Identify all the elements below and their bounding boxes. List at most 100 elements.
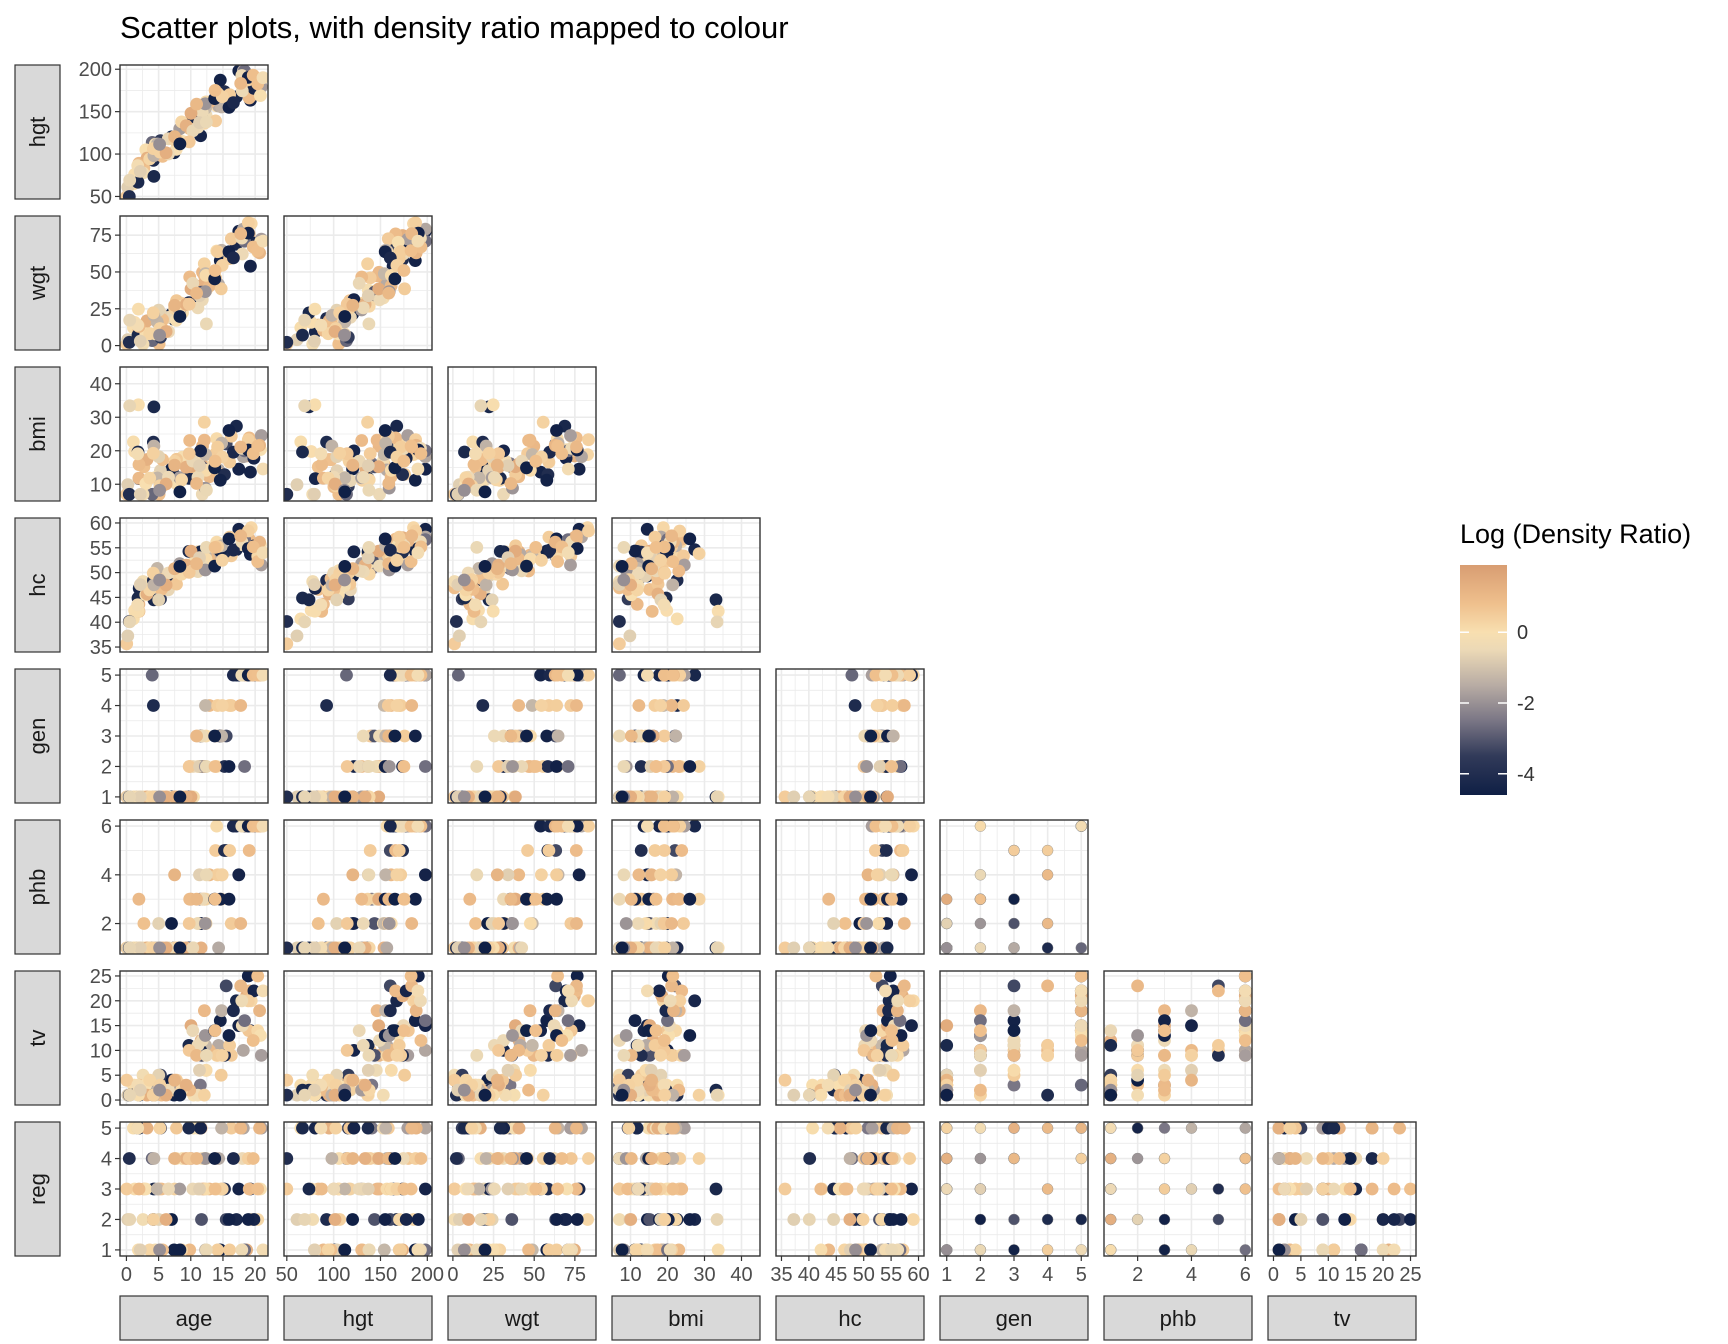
points (120, 820, 268, 954)
points (448, 521, 595, 651)
data-point (1075, 1213, 1088, 1226)
panel-tv-vs-hc (775, 970, 925, 1106)
data-point (462, 1213, 475, 1226)
data-point (222, 532, 236, 546)
data-point (709, 593, 723, 607)
data-point (885, 1024, 898, 1037)
data-point (838, 1073, 851, 1087)
chart-title: Scatter plots, with density ratio mapped… (120, 10, 789, 45)
data-point (634, 1049, 648, 1062)
data-point (974, 1244, 987, 1256)
data-point (632, 699, 646, 712)
data-point (683, 1213, 697, 1226)
data-point (208, 454, 222, 468)
data-point (488, 729, 501, 743)
data-point (1041, 917, 1054, 930)
data-point (666, 1182, 680, 1196)
row-strip-label: bmi (25, 416, 50, 451)
data-point (414, 1034, 428, 1047)
data-point (885, 760, 898, 773)
data-point (472, 1182, 486, 1196)
data-point (506, 1029, 519, 1042)
data-point (710, 790, 724, 803)
data-point (885, 892, 898, 906)
data-point (974, 1122, 987, 1134)
data-point (346, 1073, 360, 1087)
data-point (520, 1024, 533, 1037)
data-point (377, 1243, 391, 1256)
data-point (238, 760, 252, 773)
panel-border (775, 819, 925, 955)
data-point (479, 578, 493, 592)
data-point (551, 820, 564, 833)
data-point (383, 1004, 397, 1018)
data-point (338, 573, 351, 587)
data-point (941, 942, 953, 954)
data-point (254, 429, 268, 442)
data-point (515, 1182, 529, 1196)
points (120, 521, 268, 651)
data-point (802, 1213, 816, 1226)
data-point (838, 917, 852, 930)
data-point (492, 760, 505, 773)
data-point (802, 941, 816, 954)
data-point (145, 669, 159, 682)
panel-hc-vs-wgt (447, 517, 597, 653)
data-point (1074, 1049, 1088, 1062)
data-point (392, 530, 406, 544)
data-point (879, 820, 892, 833)
data-point (328, 941, 342, 954)
data-point (208, 729, 222, 743)
column-strip-age: age (119, 1295, 269, 1341)
column-strip-bmi: bmi (611, 1295, 761, 1341)
data-point (411, 1243, 425, 1256)
data-point (346, 868, 360, 882)
data-point (645, 790, 658, 803)
column-strip-label: wgt (504, 1306, 539, 1331)
data-point (896, 844, 910, 857)
data-point (1007, 1049, 1021, 1062)
points (284, 669, 432, 803)
data-point (346, 1213, 359, 1226)
y-tick-label: 3 (101, 726, 112, 748)
data-point (617, 1049, 631, 1062)
panel-reg-vs-phb: 2 4 6 (1103, 1121, 1253, 1286)
data-point (1041, 1088, 1054, 1102)
column-strip-tv: tv (1267, 1295, 1417, 1341)
x-tick-label: 20 (1372, 1264, 1394, 1286)
data-point (398, 282, 411, 296)
x-tick-label: 50 (523, 1264, 545, 1286)
data-point (338, 310, 352, 323)
data-point (941, 1183, 953, 1195)
data-point (208, 892, 222, 906)
data-point (394, 245, 408, 259)
data-point (131, 447, 145, 461)
data-point (649, 541, 663, 554)
points (613, 820, 725, 954)
x-tick-label: 10 (180, 1264, 202, 1286)
x-tick-label: 25 (482, 1264, 504, 1286)
data-point (1393, 1122, 1406, 1135)
data-point (397, 1024, 411, 1037)
data-point (308, 487, 321, 501)
data-point (397, 541, 411, 554)
x-tick-label: 75 (564, 1264, 586, 1286)
data-point (470, 868, 484, 882)
data-point (1131, 1122, 1144, 1134)
data-point (490, 562, 504, 576)
data-point (632, 1182, 645, 1196)
data-point (372, 1019, 386, 1032)
data-point (388, 272, 402, 286)
data-point (338, 471, 352, 485)
data-point (1074, 1019, 1088, 1032)
data-point (284, 1152, 294, 1165)
data-point (296, 445, 309, 459)
data-point (1365, 1182, 1379, 1196)
data-point (1212, 1049, 1225, 1062)
data-point (256, 820, 268, 833)
data-point (582, 669, 595, 682)
data-point (302, 593, 316, 607)
panel-border (1267, 1121, 1417, 1257)
data-point (244, 465, 257, 479)
data-point (242, 844, 256, 857)
